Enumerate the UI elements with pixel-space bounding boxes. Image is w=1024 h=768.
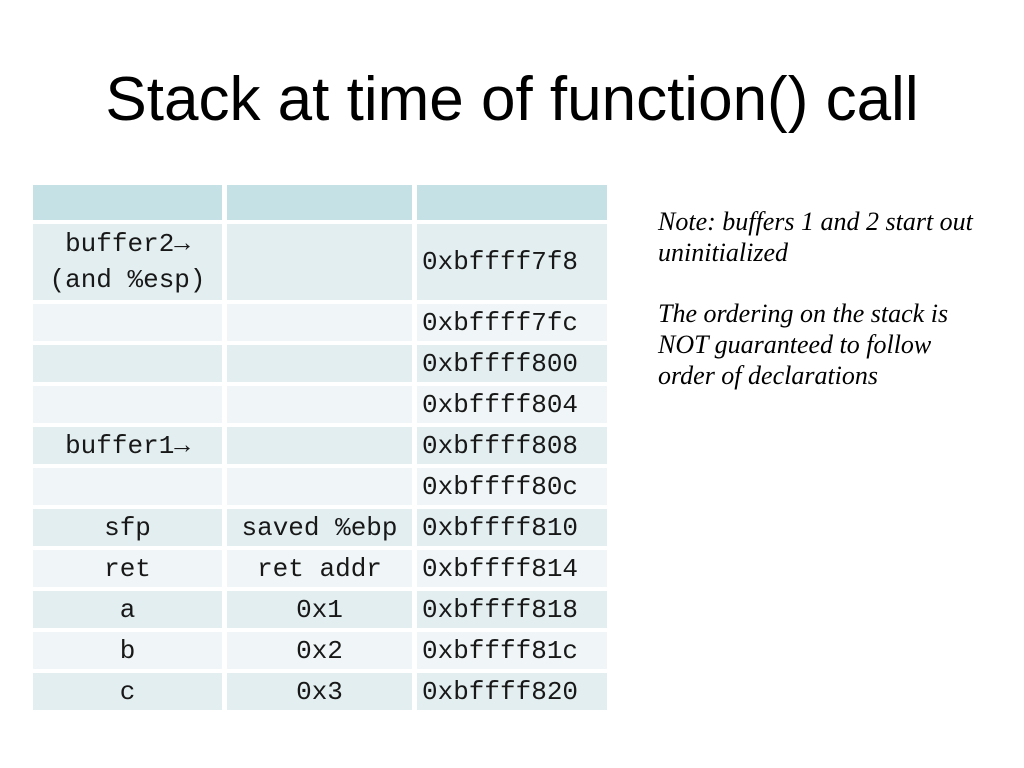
cell-value: 0x1 <box>227 591 412 628</box>
note-uninitialized: Note: buffers 1 and 2 start out uninitia… <box>658 207 973 267</box>
cell-address: 0xbffff7f8 <box>417 224 607 300</box>
cell-variable <box>33 345 222 382</box>
cell-value <box>227 345 412 382</box>
stack-table: buffer2→ (and %esp) 0xbffff7f8 0xbffff7f… <box>33 185 607 710</box>
cell-address: 0xbffff810 <box>417 509 607 546</box>
cell-variable: buffer2→ (and %esp) <box>33 224 222 300</box>
cell-variable <box>33 386 222 423</box>
cell-value <box>227 468 412 505</box>
cell-address: 0xbffff7fc <box>417 304 607 341</box>
header-cell-variable <box>33 185 222 220</box>
cell-variable <box>33 304 222 341</box>
cell-variable <box>33 468 222 505</box>
cell-address: 0xbffff804 <box>417 386 607 423</box>
cell-address: 0xbffff814 <box>417 550 607 587</box>
cell-address: 0xbffff808 <box>417 427 607 464</box>
cell-address: 0xbffff820 <box>417 673 607 710</box>
header-cell-value <box>227 185 412 220</box>
cell-variable: c <box>33 673 222 710</box>
cell-value: saved %ebp <box>227 509 412 546</box>
cell-value <box>227 427 412 464</box>
cell-address: 0xbffff818 <box>417 591 607 628</box>
header-cell-address <box>417 185 607 220</box>
note-stack-ordering: The ordering on the stack is NOT guarant… <box>658 299 949 390</box>
cell-value <box>227 386 412 423</box>
cell-variable: b <box>33 632 222 669</box>
cell-address: 0xbffff80c <box>417 468 607 505</box>
cell-variable: ret <box>33 550 222 587</box>
cell-variable: a <box>33 591 222 628</box>
cell-variable: buffer1→ <box>33 427 222 464</box>
page-title: Stack at time of function() call <box>105 65 919 134</box>
cell-value <box>227 304 412 341</box>
cell-value: ret addr <box>227 550 412 587</box>
side-notes: Note: buffers 1 and 2 start out uninitia… <box>658 206 998 391</box>
cell-variable: sfp <box>33 509 222 546</box>
cell-value: 0x2 <box>227 632 412 669</box>
cell-address: 0xbffff81c <box>417 632 607 669</box>
cell-address: 0xbffff800 <box>417 345 607 382</box>
cell-value <box>227 224 412 300</box>
cell-value: 0x3 <box>227 673 412 710</box>
